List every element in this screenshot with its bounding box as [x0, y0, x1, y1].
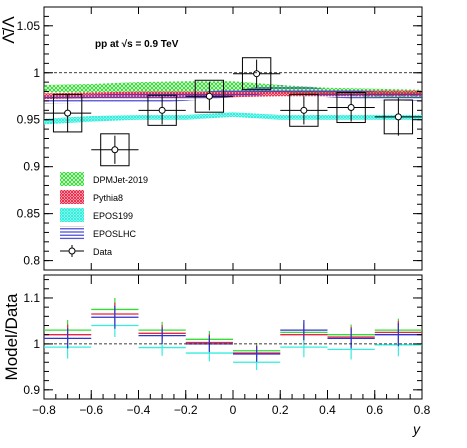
data-point — [138, 94, 186, 126]
model-data-panel: 0.9 1 1.1 −0.8 −0.6 −0.4 −0.2 0 0.2 0.4 0.6 0.8 Mod… — [2, 274, 431, 437]
x-axis-label: y — [412, 421, 421, 437]
legend-swatch-epos199 — [60, 208, 84, 222]
x-tick-label: −0.4 — [127, 403, 151, 417]
data-points — [44, 57, 422, 167]
x-tick-label: 0.8 — [414, 403, 431, 417]
ratio-y-axis-label: Λ̄/Λ — [0, 16, 18, 44]
y-tick-label: 1 — [33, 337, 40, 351]
x-tick-label: 0.4 — [319, 403, 336, 417]
ratio-eposlhc — [91, 305, 139, 329]
legend-label-dpmjet: DPMJet-2019 — [93, 175, 148, 185]
y-tick-label: 0.95 — [17, 113, 41, 127]
ratio-eposlhc — [374, 323, 422, 347]
data-point — [280, 93, 328, 127]
ratio-epos199 — [280, 337, 328, 358]
legend-swatch-pythia8 — [60, 190, 84, 204]
ratio-eposlhc — [44, 328, 92, 349]
data-marker — [111, 146, 119, 154]
x-tick-label: −0.6 — [79, 403, 103, 417]
legend-label-pythia8: Pythia8 — [93, 193, 123, 203]
legend-marker-data — [60, 245, 84, 257]
data-marker — [64, 109, 72, 117]
data-point — [374, 98, 422, 136]
band-epos199 — [44, 112, 422, 125]
model-bands — [44, 81, 422, 125]
x-tick-label: 0.2 — [272, 403, 289, 417]
model-data-y-axis-label: Model/Data — [2, 293, 21, 380]
ratio-eposlhc — [327, 328, 375, 349]
legend-label-eposlhc: EPOSLHC — [93, 229, 137, 239]
model-data-bars — [44, 297, 422, 371]
y-tick-label: 0.9 — [23, 383, 40, 397]
data-point — [233, 57, 281, 91]
energy-annotation: pp at √s = 0.9 TeV — [95, 39, 179, 50]
y-tick-label: 1.05 — [17, 19, 41, 33]
data-point — [44, 93, 92, 133]
data-marker — [300, 106, 308, 114]
x-tick-label: 0 — [230, 403, 237, 417]
data-point — [91, 133, 139, 167]
band-eposlhc — [44, 85, 422, 104]
y-tick-label: 0.85 — [17, 207, 41, 221]
x-tick-label: −0.2 — [174, 403, 198, 417]
ratio-eposlhc — [280, 320, 328, 341]
x-tick-label: −0.8 — [32, 403, 56, 417]
data-marker — [158, 106, 166, 114]
ratio-axis: 0.8 0.85 0.9 0.95 1 1.05 — [17, 6, 423, 271]
legend-label-data: Data — [93, 247, 112, 257]
model-data-axis: 0.9 1 1.1 −0.8 −0.6 −0.4 −0.2 0 0.2 0.4 0.6 0.8 — [23, 275, 431, 417]
data-marker — [205, 92, 213, 100]
ratio-panel: 0.8 0.85 0.9 0.95 1 1.05 Λ̄/Λ pp at √s = 0.9 … — [0, 6, 423, 271]
legend-swatch-dpmjet — [60, 172, 84, 186]
y-tick-label: 0.9 — [23, 160, 40, 174]
x-tick-label: 0.6 — [366, 403, 383, 417]
y-tick-label: 1.1 — [23, 291, 40, 305]
data-marker — [347, 104, 355, 112]
ratio-eposlhc — [233, 346, 281, 362]
legend-swatch-eposlhc — [60, 226, 84, 240]
data-point — [327, 91, 375, 124]
legend: DPMJet-2019 Pythia8 EPOS199 EPOSLHC Data — [60, 172, 148, 257]
legend-label-epos199: EPOS199 — [93, 211, 133, 221]
y-tick-label: 1 — [33, 66, 40, 80]
ratio-eposlhc — [138, 327, 186, 344]
data-marker — [253, 70, 261, 78]
data-marker — [394, 113, 402, 121]
data-point — [185, 79, 233, 113]
y-tick-label: 0.8 — [23, 254, 40, 268]
